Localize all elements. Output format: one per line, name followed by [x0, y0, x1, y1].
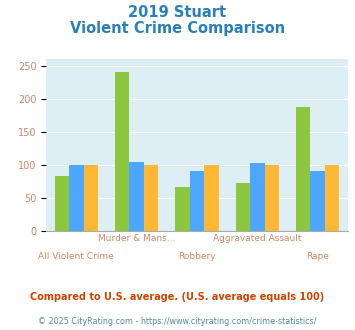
Bar — [204, 165, 219, 231]
Bar — [311, 171, 325, 231]
Bar — [236, 183, 250, 231]
Bar — [69, 165, 83, 231]
Text: Rape: Rape — [306, 252, 329, 261]
Bar — [190, 171, 204, 231]
Text: Aggravated Assault: Aggravated Assault — [213, 234, 302, 243]
Text: Violent Crime Comparison: Violent Crime Comparison — [70, 21, 285, 36]
Bar — [115, 72, 130, 231]
Text: Compared to U.S. average. (U.S. average equals 100): Compared to U.S. average. (U.S. average … — [31, 292, 324, 302]
Bar — [55, 176, 69, 231]
Text: All Violent Crime: All Violent Crime — [38, 252, 114, 261]
Bar — [175, 187, 190, 231]
Bar — [144, 165, 158, 231]
Bar — [83, 165, 98, 231]
Bar — [296, 107, 311, 231]
Bar — [130, 162, 144, 231]
Text: Murder & Mans...: Murder & Mans... — [98, 234, 175, 243]
Bar — [325, 165, 339, 231]
Bar — [264, 165, 279, 231]
Bar — [250, 163, 264, 231]
Text: © 2025 CityRating.com - https://www.cityrating.com/crime-statistics/: © 2025 CityRating.com - https://www.city… — [38, 317, 317, 326]
Text: 2019 Stuart: 2019 Stuart — [129, 5, 226, 20]
Legend: Stuart, Florida, National: Stuart, Florida, National — [58, 326, 337, 330]
Text: Robbery: Robbery — [178, 252, 216, 261]
